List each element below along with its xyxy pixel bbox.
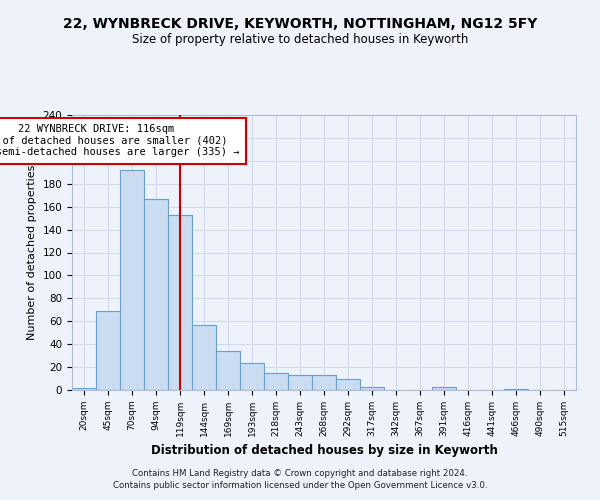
Bar [120,170,144,390]
Bar [288,375,312,390]
Y-axis label: Number of detached properties: Number of detached properties [27,165,37,340]
Bar [312,375,336,390]
Bar [360,386,384,390]
Bar [168,214,192,390]
Text: Contains public sector information licensed under the Open Government Licence v3: Contains public sector information licen… [113,481,487,490]
Bar [96,311,120,390]
Text: Size of property relative to detached houses in Keyworth: Size of property relative to detached ho… [132,32,468,46]
Bar [192,324,216,390]
Bar [336,378,360,390]
Bar [504,389,528,390]
Bar [432,386,456,390]
X-axis label: Distribution of detached houses by size in Keyworth: Distribution of detached houses by size … [151,444,497,458]
Bar [72,388,96,390]
Text: 22 WYNBRECK DRIVE: 116sqm
← 54% of detached houses are smaller (402)
45% of semi: 22 WYNBRECK DRIVE: 116sqm ← 54% of detac… [0,124,240,158]
Text: Contains HM Land Registry data © Crown copyright and database right 2024.: Contains HM Land Registry data © Crown c… [132,468,468,477]
Bar [264,373,288,390]
Text: 22, WYNBRECK DRIVE, KEYWORTH, NOTTINGHAM, NG12 5FY: 22, WYNBRECK DRIVE, KEYWORTH, NOTTINGHAM… [63,18,537,32]
Bar [216,351,240,390]
Bar [144,198,168,390]
Bar [240,362,264,390]
